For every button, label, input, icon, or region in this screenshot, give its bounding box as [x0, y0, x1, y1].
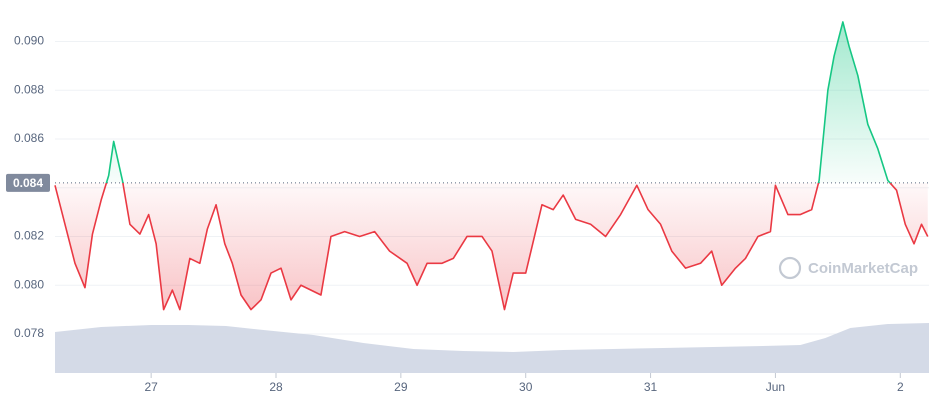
x-tick-label: Jun [766, 380, 785, 394]
watermark-logo [778, 256, 802, 280]
x-tick-label: 31 [644, 380, 658, 394]
x-tick-label: 28 [269, 380, 283, 394]
price-line [54, 21, 929, 311]
y-tick-label: 0.086 [14, 131, 44, 145]
x-tick-label: 27 [144, 380, 158, 394]
x-tick-label: 30 [519, 380, 533, 394]
watermark: CoinMarketCap [778, 256, 918, 280]
y-tick-label: 0.078 [14, 326, 44, 340]
baseline-label-box [6, 173, 50, 192]
baseline-label: 0.084 [13, 176, 43, 190]
x-tick-label: 2 [897, 380, 904, 394]
x-tick-label: 29 [394, 380, 408, 394]
watermark-text: CoinMarketCap [808, 260, 918, 277]
volume-area [55, 323, 929, 373]
y-tick-label: 0.082 [14, 229, 44, 243]
y-tick-label: 0.088 [14, 82, 44, 96]
y-tick-label: 0.090 [14, 34, 44, 48]
price-area [55, 21, 928, 310]
y-tick-label: 0.080 [14, 277, 44, 291]
